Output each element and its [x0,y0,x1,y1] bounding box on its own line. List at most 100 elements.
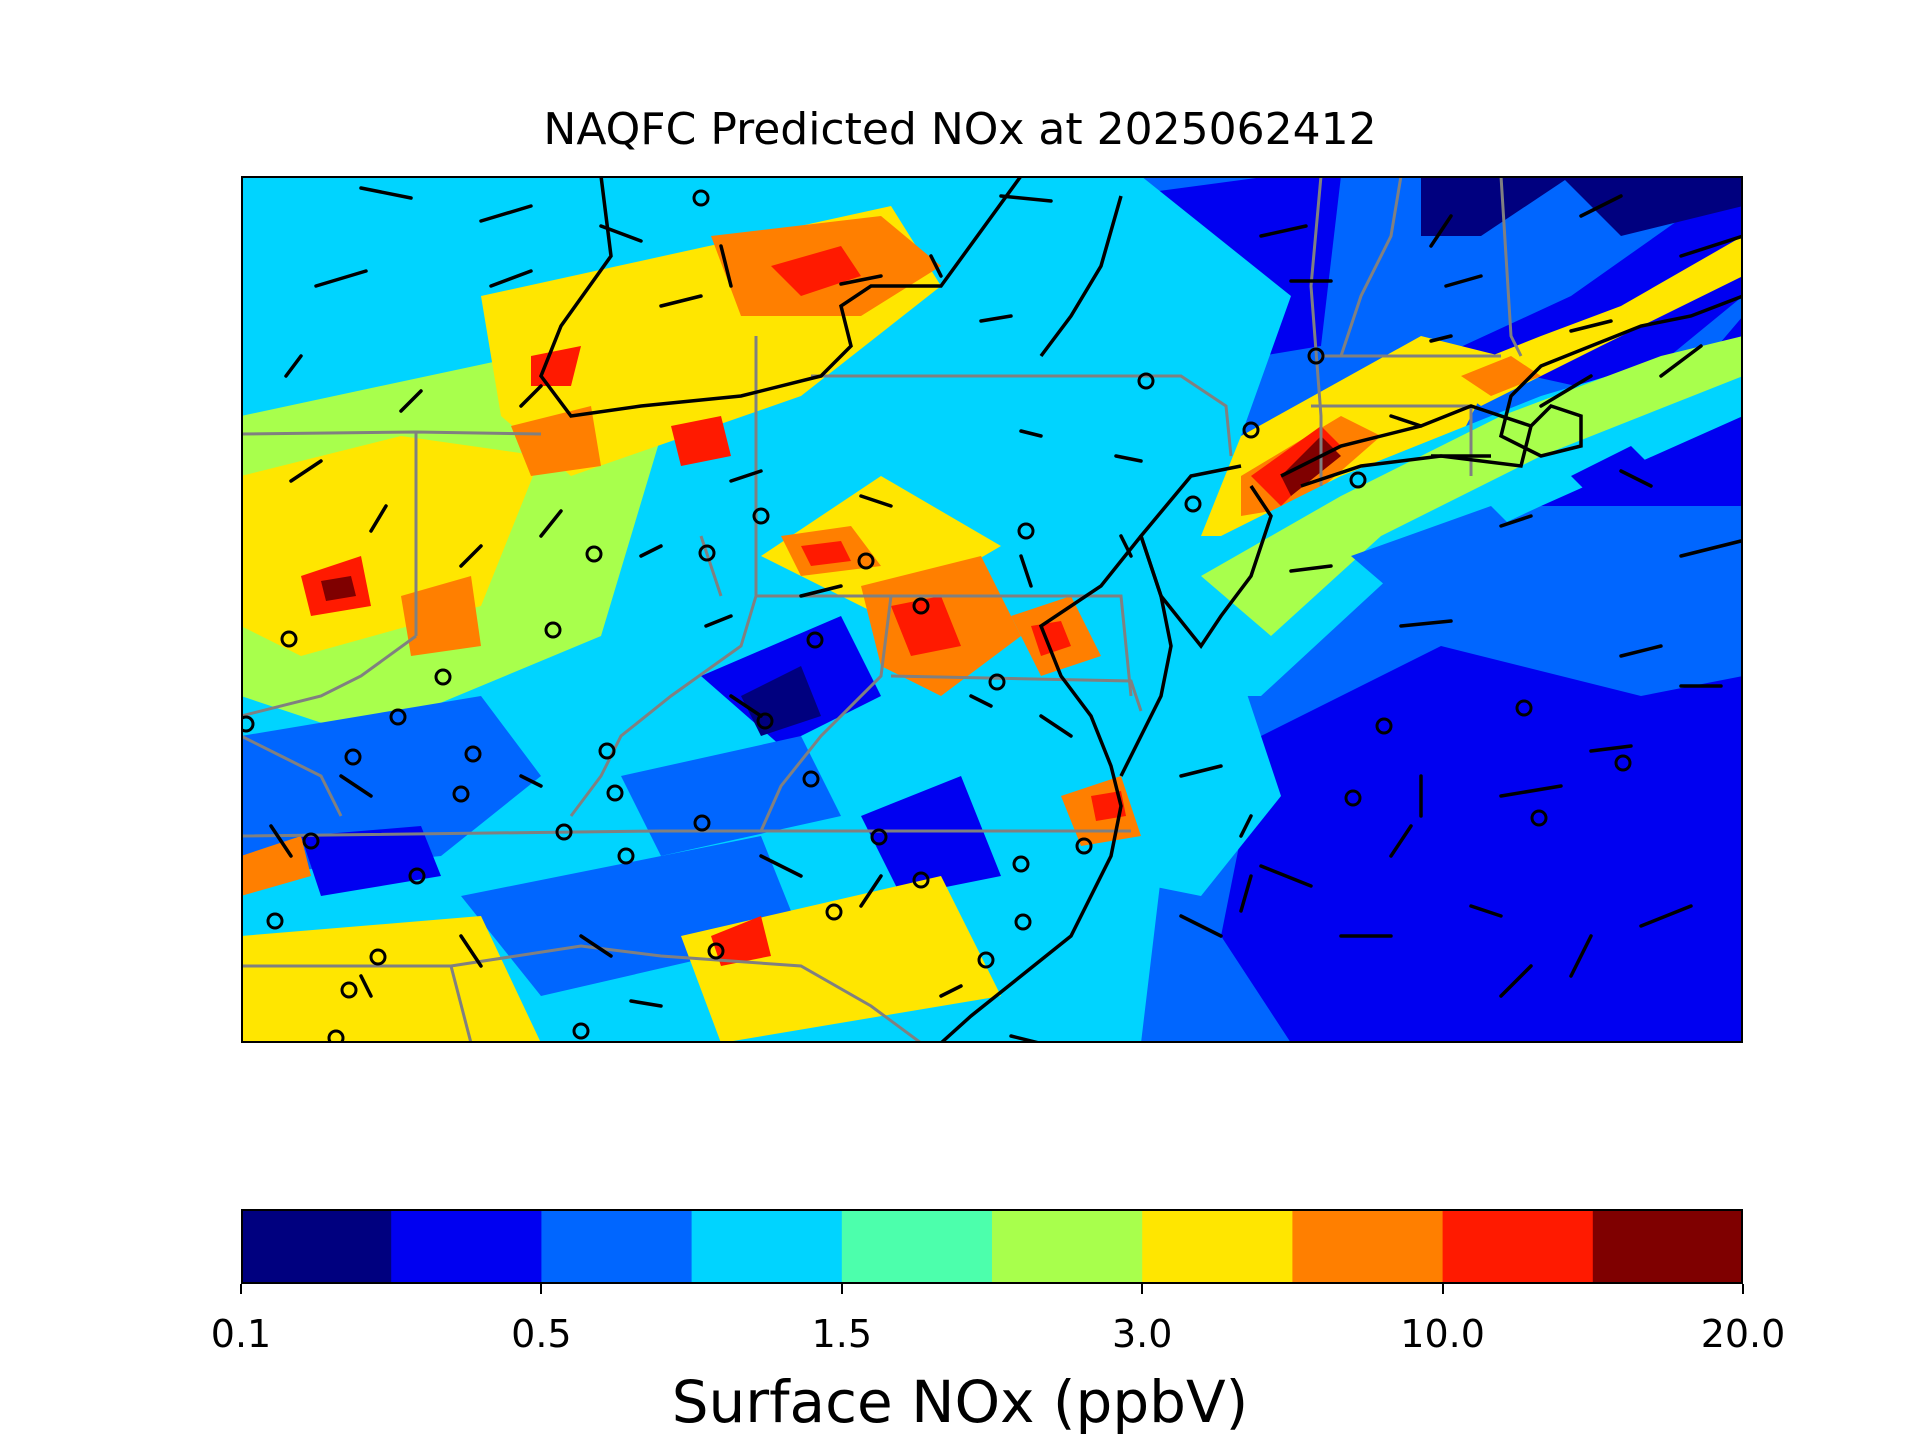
colorbar-segment [1142,1209,1293,1284]
wind-barb [659,294,703,308]
wind-barb [719,244,733,288]
wind-barb [1619,469,1653,488]
colorbar-tick-label: 3.0 [1111,1312,1173,1356]
wind-barb [1499,784,1563,798]
wind-barb [459,934,483,968]
station-markers [241,189,1632,1043]
wind-barb [1259,864,1313,888]
station-marker [598,742,616,760]
wind-barb [1119,534,1133,558]
wind-barb [799,584,843,598]
map-panel [241,176,1743,1043]
wind-barb [729,694,763,718]
wind-barb [1179,764,1223,778]
station-marker [464,745,482,763]
colorbar-segment [1442,1209,1594,1284]
station-marker [1137,372,1155,390]
wind-barb [839,274,883,286]
wind-barb [284,354,303,378]
colorbar-border [241,1209,1743,1284]
station-marker [340,981,358,999]
colorbar-tick-mark [540,1284,543,1294]
wind-barb [1179,914,1223,938]
map-svg [241,176,1743,1043]
wind-barb [1579,194,1623,218]
station-marker [1344,789,1362,807]
station-marker [870,828,888,846]
wind-barb [269,824,293,858]
wind-barb [359,974,373,998]
station-marker [606,784,624,802]
wind-barb [399,389,423,413]
wind-barb [579,934,613,958]
colorbar-tick-mark [840,1284,843,1294]
colorbar-segment [541,1209,693,1284]
wind-barb [1429,214,1453,248]
wind-barb [1399,619,1453,628]
wind-barb [929,254,943,278]
station-marker [707,942,725,960]
wind-barb [859,494,893,508]
station-marker [1014,913,1032,931]
wind-barb [369,504,388,533]
colorbar-segment [391,1209,542,1284]
colorbar-tick-mark [240,1284,242,1294]
wind-barb [1239,874,1253,913]
wind-barb [1019,429,1043,438]
station-marker [1184,495,1202,513]
wind-barb [1389,414,1423,428]
wind-barb [1389,824,1413,858]
station-marker [1075,837,1093,855]
wind-barb [979,314,1013,323]
wind-barb [1469,904,1503,918]
wind-barb [1589,744,1633,753]
colorbar-tick-label: 10.0 [1400,1312,1485,1356]
wind-barb [1569,319,1613,333]
colorbar-label: Surface NOx (ppbV) [671,1368,1249,1436]
wind-barb [729,469,763,483]
wind-barb [969,694,993,708]
station-marker [802,770,820,788]
colorbar-tick-label: 1.5 [811,1312,873,1356]
station-marker [1515,699,1533,717]
coastlines [539,176,1743,1043]
station-marker [555,823,573,841]
wind-barb [519,384,543,408]
wind-barb [479,204,533,223]
station-marker [752,507,770,525]
station-marker [544,621,562,639]
wind-barb [359,186,413,200]
wind-barb [1239,814,1253,838]
wind-barb [339,774,373,798]
wind-barb [1639,904,1693,928]
wind-barb [999,194,1053,203]
station-marker [1242,421,1260,439]
colorbar-tick-label: 0.1 [210,1312,272,1356]
station-marker [1017,522,1035,540]
wind-barb [519,774,543,788]
wind-barb [539,509,563,538]
colorbar-tick-mark [1441,1284,1444,1294]
station-marker [825,903,843,921]
station-marker [389,708,407,726]
station-marker [302,832,320,850]
station-marker [452,785,470,803]
station-marker [1349,471,1367,489]
station-marker [693,814,711,832]
station-marker [241,715,255,733]
station-marker [266,912,284,930]
wind-barb [939,984,963,998]
wind-barb [1114,454,1143,463]
station-marker [369,948,387,966]
colorbar [241,1209,1744,1284]
station-marker [1530,809,1548,827]
wind-barb [289,459,323,483]
station-marker [617,847,635,865]
wind-barb [759,854,803,878]
colorbar-segment [1592,1209,1744,1284]
wind-barb [1619,644,1663,658]
wind-barb [489,269,533,288]
wind-barb [1429,334,1453,343]
wind-barb [629,999,663,1008]
station-marker [912,597,930,615]
